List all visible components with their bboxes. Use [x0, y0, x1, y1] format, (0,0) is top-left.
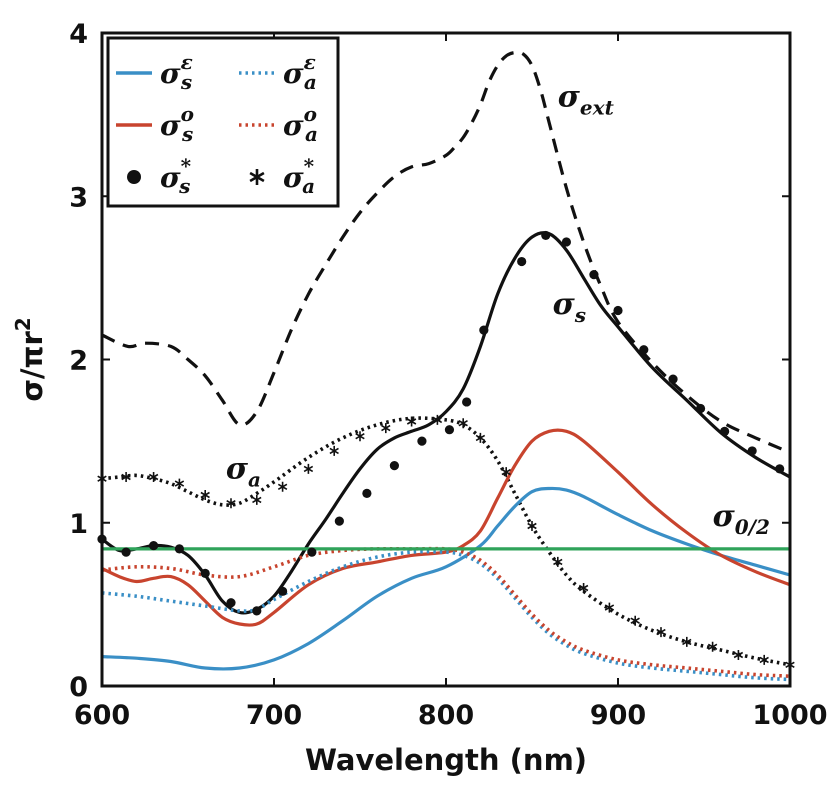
- y-tick-label: 1: [69, 509, 88, 540]
- annotations-layer: σext σs σa σ0/2: [226, 79, 770, 539]
- legend-swatch: [127, 170, 141, 184]
- series-sigma-s-star-markers-point: [278, 586, 288, 596]
- x-tick-label: 800: [418, 700, 474, 731]
- series-sigma-a-star-markers-point: [578, 583, 589, 593]
- legend-label: σ* a: [283, 154, 315, 198]
- legend-label: σ* s: [160, 154, 192, 198]
- series-sigma-a-star-markers-point: [630, 615, 640, 626]
- series-sigma-a-star-markers-point: [355, 431, 365, 442]
- series-sigma-s-star-markers-point: [149, 541, 159, 551]
- annotation-a: σa: [226, 452, 261, 492]
- series-sigma-s-star-markers-point: [668, 374, 678, 384]
- series-sigma-s-star-markers-point: [613, 305, 623, 316]
- annotation-zero: σ0/2: [713, 499, 770, 539]
- legend-entry-a-o: σo a: [239, 102, 318, 146]
- x-tick-label: 900: [590, 700, 646, 731]
- series-sigma-s-star-markers-point: [121, 547, 131, 557]
- x-tick-label: 1000: [752, 700, 827, 731]
- series-sigma-a-star-markers-point: [277, 481, 288, 492]
- legend-label: σε a: [283, 50, 317, 94]
- series-sigma-s-star-markers-point: [639, 345, 649, 355]
- series-sigma-a-star-markers-point: [381, 423, 391, 434]
- series-sigma-s-star-markers-point: [334, 516, 344, 526]
- series-sigma-s-star-markers-point: [444, 425, 455, 435]
- series-sigma-a-e-line: [101, 549, 791, 682]
- legend-label: σo s: [160, 102, 194, 146]
- y-tick-label: 4: [69, 19, 88, 50]
- legend-entry-s-star: σ* s: [127, 154, 192, 198]
- series-sigma-a-star-markers-point: [406, 416, 417, 427]
- series-sigma-a-star-markers-point: [604, 602, 615, 613]
- series-sigma-s-star-markers-point: [462, 397, 472, 407]
- series-sigma-s-star-markers-point: [174, 544, 184, 554]
- series-sigma-a-star-markers-point: [682, 636, 692, 647]
- series-sigma-a-star-markers-point: [759, 654, 769, 665]
- curves-layer: [101, 50, 791, 682]
- y-axis-label: σ/πr2: [11, 317, 49, 401]
- series-sigma-s-star-markers-point: [695, 403, 706, 414]
- series-sigma-a-star-markers-point: [432, 414, 443, 425]
- series-sigma-s-star-markers-point: [307, 547, 317, 557]
- legend-entry-s-o: σo s: [116, 102, 194, 146]
- y-axis-label-main: σ/πr: [15, 331, 49, 402]
- series-sigma-s-star-markers-point: [720, 426, 730, 436]
- series-sigma-s-star-markers-point: [200, 568, 210, 578]
- legend-entry-a-star: σ* a: [249, 154, 315, 198]
- legend: σε s σε a σo s σo a σ* s σ* a: [106, 36, 340, 208]
- y-tick-label: 0: [69, 672, 88, 703]
- series-sigma-a-star-markers-point: [707, 641, 718, 652]
- series-sigma-s-star-markers-point: [362, 488, 372, 498]
- series-sigma-s-star-markers-point: [417, 436, 427, 446]
- series-sigma-s-o-line: [101, 428, 791, 627]
- series-sigma-a-star-markers-point: [553, 556, 563, 567]
- series-sigma-a-star-markers-point: [174, 478, 185, 489]
- markers-layer: [97, 230, 795, 670]
- series-sigma-a-star-markers-point: [252, 494, 262, 505]
- series-sigma-a-star-markers-point: [200, 490, 210, 500]
- series-sigma-s-star-markers-point: [389, 461, 399, 471]
- legend-label: σo a: [283, 102, 318, 146]
- series-sigma-s-star-markers-point: [541, 230, 551, 241]
- series-sigma-s-star-markers-point: [747, 446, 757, 456]
- series-sigma-s-star-markers-point: [517, 256, 527, 267]
- y-axis-label-sup: 2: [11, 317, 35, 331]
- series-sigma-ext-line: [101, 50, 791, 455]
- series-sigma-a-star-markers-point: [226, 498, 236, 509]
- series-sigma-a-star-markers-point: [501, 467, 511, 478]
- annotation-ext: σext: [558, 79, 615, 119]
- series-sigma-s-star-markers-point: [589, 270, 599, 280]
- series-sigma-a-star-markers-point: [148, 472, 159, 482]
- legend-swatch: [249, 169, 265, 185]
- series-sigma-s-star-markers-point: [479, 325, 489, 335]
- ticks-layer: 600 700 800 900 1000 0 1 2 3 4: [69, 19, 827, 731]
- series-sigma-a-star-markers-point: [329, 445, 339, 456]
- series-sigma-a-star-markers-point: [527, 521, 537, 531]
- x-tick-label: 600: [74, 700, 130, 731]
- legend-entry-a-e: σε a: [239, 50, 317, 94]
- series-sigma-s-star-markers-point: [226, 598, 236, 608]
- legend-label: σε s: [160, 50, 193, 94]
- y-tick-label: 3: [69, 182, 88, 213]
- series-sigma-a-o-line: [101, 546, 791, 678]
- series-sigma-s-star-markers-point: [252, 606, 262, 616]
- series-sigma-a-star-markers-point: [458, 418, 468, 429]
- x-axis-label: Wavelength (nm): [305, 743, 587, 777]
- series-sigma-s-e-line: [101, 486, 791, 671]
- y-tick-label: 2: [69, 346, 88, 377]
- series-sigma-s-star-markers-point: [561, 237, 572, 247]
- series-sigma-a-star-markers-point: [733, 650, 744, 660]
- series-sigma-s-star-markers-point: [775, 464, 785, 474]
- series-sigma-a-star-markers-point: [656, 627, 666, 638]
- x-tick-label: 700: [246, 700, 302, 731]
- series-sigma-a-star-markers-point: [121, 472, 131, 482]
- legend-box: [106, 36, 340, 208]
- series-sigma-a-star-markers-point: [303, 463, 314, 474]
- annotation-s: σs: [553, 287, 586, 327]
- series-sigma-a-star-markers-point: [475, 432, 486, 443]
- legend-entry-s-e: σε s: [116, 50, 193, 94]
